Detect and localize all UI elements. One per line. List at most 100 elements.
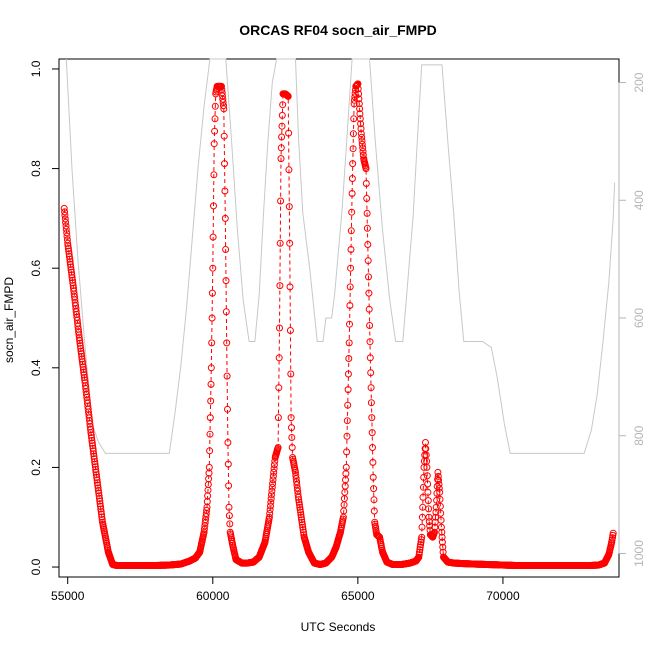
x-tick-label: 55000 bbox=[51, 589, 85, 603]
data-point bbox=[79, 360, 87, 368]
data-point bbox=[94, 484, 102, 492]
right-axis-series-line bbox=[65, 58, 616, 454]
data-point bbox=[609, 529, 617, 537]
x-tick-label: 65000 bbox=[341, 589, 375, 603]
data-point bbox=[92, 471, 100, 479]
data-point bbox=[68, 274, 76, 282]
data-point bbox=[358, 137, 366, 145]
left-axis-series-line bbox=[63, 82, 614, 566]
data-point bbox=[425, 505, 433, 513]
data-point bbox=[432, 513, 439, 521]
data-point bbox=[418, 533, 426, 541]
right-axis-series-layer bbox=[65, 58, 616, 454]
data-point bbox=[369, 458, 377, 466]
data-point bbox=[343, 432, 351, 440]
data-point bbox=[349, 130, 357, 138]
data-point bbox=[209, 233, 217, 241]
data-point bbox=[433, 496, 441, 504]
data-point bbox=[98, 513, 106, 521]
data-point bbox=[437, 516, 445, 524]
data-point bbox=[65, 247, 73, 255]
data-point bbox=[270, 468, 278, 476]
data-point bbox=[62, 218, 70, 226]
data-point bbox=[79, 363, 87, 371]
data-point bbox=[224, 405, 231, 413]
data-point bbox=[286, 327, 294, 334]
data-point bbox=[288, 444, 296, 451]
data-point bbox=[296, 506, 304, 514]
data-point bbox=[275, 384, 283, 392]
data-point bbox=[206, 430, 214, 438]
data-point bbox=[77, 347, 85, 355]
data-point bbox=[222, 308, 230, 316]
data-point bbox=[358, 133, 366, 141]
data-point bbox=[95, 492, 103, 500]
y2-tick-label: 800 bbox=[632, 425, 646, 445]
data-point bbox=[349, 160, 357, 168]
data-point bbox=[93, 473, 101, 481]
data-point bbox=[417, 541, 425, 549]
data-point bbox=[95, 489, 103, 497]
data-point bbox=[434, 475, 442, 483]
data-point bbox=[348, 190, 356, 197]
data-point bbox=[439, 543, 447, 551]
data-point bbox=[345, 339, 353, 347]
data-point bbox=[424, 480, 432, 488]
data-point bbox=[287, 414, 295, 422]
data-point bbox=[419, 493, 427, 501]
data-point bbox=[65, 250, 73, 258]
data-point bbox=[269, 480, 277, 488]
data-point bbox=[417, 538, 425, 546]
data-point bbox=[276, 282, 284, 290]
y-tick-label: 0.4 bbox=[29, 359, 43, 376]
data-point bbox=[299, 526, 307, 534]
data-point bbox=[363, 224, 371, 232]
data-point bbox=[297, 508, 305, 516]
data-point bbox=[91, 460, 99, 468]
data-point bbox=[224, 439, 232, 446]
data-point bbox=[274, 444, 282, 451]
data-point bbox=[367, 384, 375, 392]
data-point bbox=[80, 371, 88, 379]
data-point bbox=[279, 101, 287, 109]
data-point bbox=[97, 505, 105, 513]
data-point bbox=[295, 496, 303, 504]
data-point bbox=[347, 227, 355, 235]
y-axis-label: socn_air_FMPD bbox=[2, 277, 16, 363]
data-point bbox=[435, 480, 443, 488]
data-point bbox=[274, 414, 282, 422]
y2-tick-label: 1000 bbox=[632, 540, 646, 567]
data-point bbox=[276, 324, 283, 332]
y-tick-label: 0.6 bbox=[29, 260, 43, 277]
data-point bbox=[66, 260, 74, 268]
chart-title: ORCAS RF04 socn_air_FMPD bbox=[239, 22, 437, 38]
data-point bbox=[76, 337, 84, 345]
data-point bbox=[89, 442, 97, 450]
data-point bbox=[267, 495, 275, 503]
y2-tick-label: 600 bbox=[632, 308, 646, 328]
data-point bbox=[342, 463, 350, 471]
data-point bbox=[355, 100, 363, 108]
data-point bbox=[210, 171, 218, 179]
data-point bbox=[298, 516, 306, 524]
data-point bbox=[350, 100, 358, 108]
data-point bbox=[97, 508, 105, 516]
data-point bbox=[416, 548, 423, 556]
data-point bbox=[275, 354, 283, 362]
data-point bbox=[63, 229, 71, 237]
data-point bbox=[435, 484, 443, 492]
data-point bbox=[64, 239, 72, 247]
data-point bbox=[357, 130, 365, 138]
data-point bbox=[221, 187, 229, 195]
data-point bbox=[423, 472, 431, 480]
data-point bbox=[78, 358, 86, 366]
data-point bbox=[97, 502, 104, 510]
data-point bbox=[350, 115, 358, 123]
data-point bbox=[423, 463, 431, 471]
data-point bbox=[77, 345, 85, 352]
data-point bbox=[424, 488, 432, 496]
data-point bbox=[298, 521, 306, 529]
data-point bbox=[64, 245, 72, 253]
data-point bbox=[367, 399, 375, 407]
